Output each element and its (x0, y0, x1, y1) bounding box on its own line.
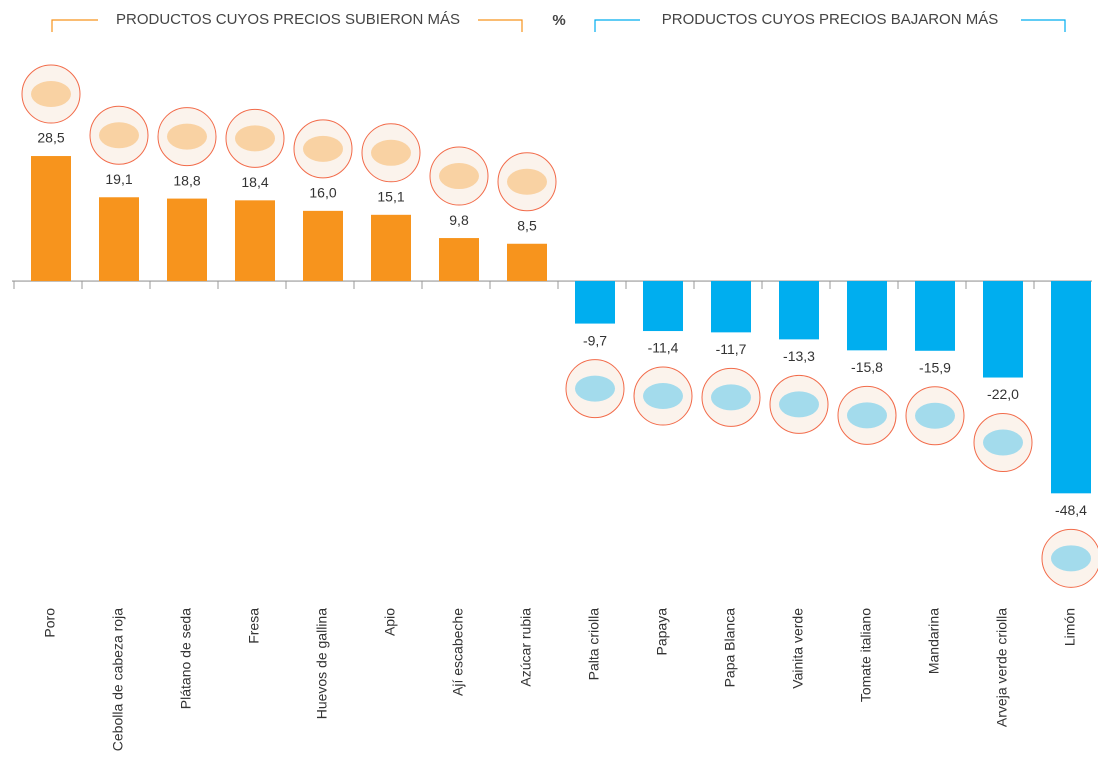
value-label: 18,4 (241, 174, 268, 190)
x-tick-label: Vainita verde (790, 608, 806, 689)
product-photo-item (983, 429, 1023, 456)
x-tick-label: Tomate italiano (858, 608, 874, 702)
x-tick-label: Papaya (654, 608, 670, 656)
unit-label: % (552, 12, 565, 29)
product-photo (1041, 528, 1098, 588)
bar (847, 281, 887, 351)
product-photo-item (303, 135, 343, 162)
bar (235, 200, 275, 282)
value-label: -11,4 (648, 340, 679, 356)
bar (779, 281, 819, 340)
product-photo-item (779, 391, 819, 418)
value-label: -11,7 (716, 341, 747, 357)
product-photo (293, 119, 353, 179)
product-photo (633, 366, 693, 426)
product-photo-item (915, 402, 955, 429)
bar (31, 156, 71, 282)
product-photo-item (439, 163, 479, 190)
header-right-bracket (594, 19, 1066, 32)
bar (711, 281, 751, 333)
product-photo (21, 64, 81, 124)
product-photo-item (711, 384, 751, 411)
bar (99, 197, 139, 282)
product-photo (565, 359, 625, 419)
bar (575, 281, 615, 324)
value-label: 28,5 (37, 130, 64, 146)
x-tick-label: Mandarina (926, 608, 942, 674)
product-photo (497, 152, 557, 212)
value-label: 19,1 (105, 171, 132, 187)
product-photo (837, 385, 897, 445)
bar (167, 198, 207, 282)
product-photo (973, 413, 1033, 473)
product-photo (225, 108, 285, 168)
x-tick-label: Cebolla de cabeza roja (110, 608, 126, 751)
product-photo (89, 105, 149, 165)
product-photo-item (235, 125, 275, 152)
product-photo (769, 374, 829, 434)
header-right: PRODUCTOS CUYOS PRECIOS BAJARON MÁS (662, 11, 998, 28)
bar (915, 281, 955, 351)
x-tick-label: Palta criolla (586, 608, 602, 681)
value-label: -9,7 (583, 332, 607, 348)
product-photo-item (31, 81, 71, 108)
product-photo-item (507, 168, 547, 195)
value-label: 9,8 (449, 212, 469, 228)
value-label: 8,5 (517, 217, 537, 233)
product-photo (429, 146, 489, 206)
x-tick-label: Limón (1062, 608, 1078, 646)
bar (643, 281, 683, 332)
bar (507, 243, 547, 282)
x-tick-label: Papa Blanca (722, 608, 738, 688)
x-tick-label: Arveja verde criolla (994, 608, 1010, 727)
bar (371, 214, 411, 282)
bar (983, 281, 1023, 378)
value-label: -22,0 (987, 386, 1019, 402)
value-label: 18,8 (173, 172, 200, 188)
value-label: -13,3 (783, 348, 815, 364)
x-tick-label: Plátano de seda (178, 608, 194, 709)
product-photo-item (643, 383, 683, 410)
product-photo-item (371, 139, 411, 166)
value-label: -15,9 (919, 359, 951, 375)
product-photo-item (1051, 545, 1091, 572)
product-photo-item (99, 122, 139, 149)
bar (303, 210, 343, 282)
bar (1051, 281, 1091, 494)
product-photo-item (575, 375, 615, 402)
header-left: PRODUCTOS CUYOS PRECIOS SUBIERON MÁS (116, 11, 460, 28)
value-label: 16,0 (309, 185, 336, 201)
product-photo (157, 107, 217, 167)
product-photo-item (847, 402, 887, 429)
value-label: 15,1 (377, 189, 404, 205)
x-tick-label: Apio (382, 608, 398, 636)
x-tick-label: Fresa (246, 608, 262, 644)
x-tick-label: Huevos de gallina (314, 608, 330, 720)
x-tick-label: Poro (42, 608, 58, 638)
header-left-bracket (51, 19, 523, 32)
value-label: -15,8 (851, 359, 883, 375)
product-photo (361, 123, 421, 183)
bar (439, 238, 479, 282)
x-tick-label: Azúcar rubia (518, 608, 534, 687)
x-tick-label: Ají escabeche (450, 608, 466, 696)
value-label: -48,4 (1055, 502, 1087, 518)
product-photo (905, 386, 965, 446)
product-photo-item (167, 123, 207, 150)
product-photo (701, 367, 761, 427)
